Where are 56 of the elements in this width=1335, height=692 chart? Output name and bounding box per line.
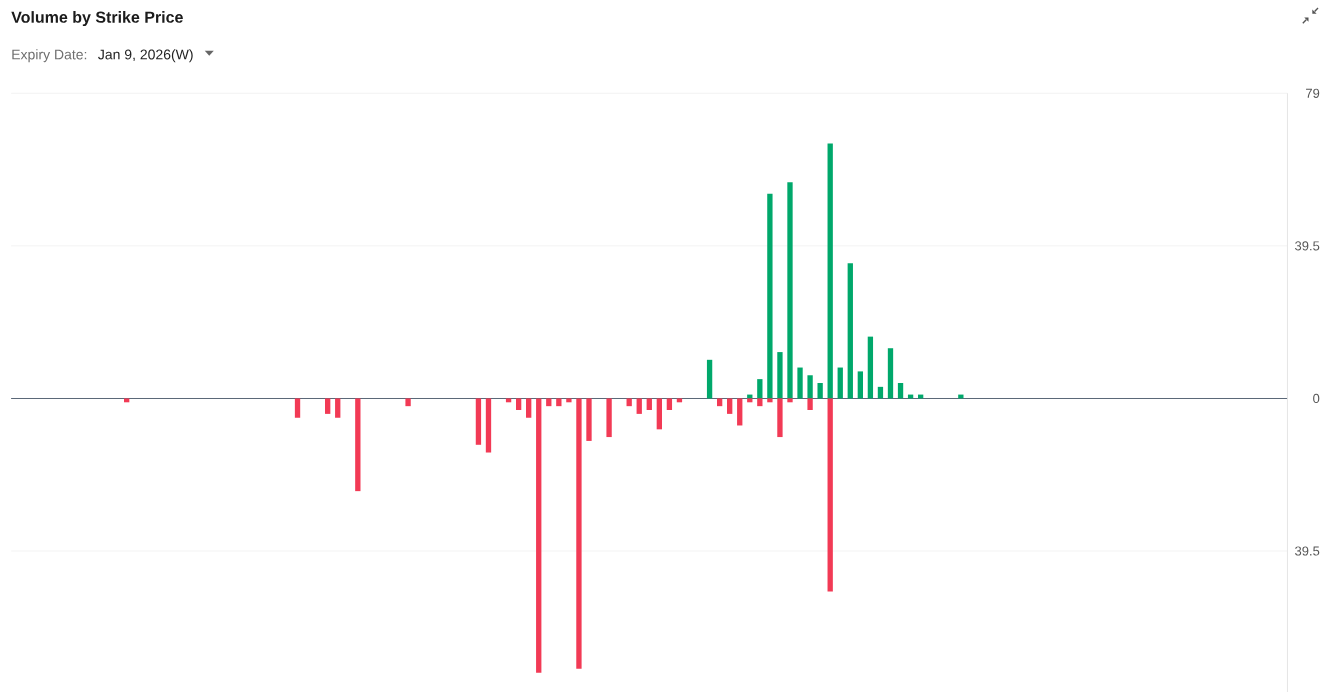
bar — [727, 398, 733, 414]
bar — [757, 398, 763, 407]
bar — [475, 398, 482, 445]
y-tick-label: 79 — [1306, 88, 1320, 98]
bar — [505, 398, 512, 403]
bar — [666, 398, 673, 411]
bar — [606, 398, 612, 438]
bar — [636, 398, 642, 414]
bar — [325, 398, 331, 414]
bar — [787, 398, 793, 403]
bar — [747, 398, 753, 403]
bar — [777, 352, 783, 399]
bar — [526, 398, 532, 418]
bar — [515, 398, 522, 411]
bar — [807, 398, 813, 411]
bar — [355, 398, 361, 492]
bar — [857, 371, 863, 399]
y-tick-label: 39.5 — [1295, 546, 1320, 556]
bar — [827, 143, 833, 399]
y-tick-label: 0 — [1313, 393, 1320, 404]
bar — [887, 348, 894, 399]
bar — [737, 398, 743, 426]
bar — [897, 382, 904, 399]
bar — [716, 398, 723, 407]
bar — [576, 398, 582, 669]
bar — [837, 367, 843, 399]
bar — [867, 336, 874, 399]
bar — [676, 398, 683, 403]
bar — [797, 367, 803, 399]
bar — [807, 375, 813, 399]
bar — [817, 382, 823, 399]
bar — [586, 398, 592, 441]
bar — [546, 398, 552, 407]
bar — [767, 398, 773, 403]
bar — [485, 398, 492, 453]
bar — [827, 398, 833, 592]
text: Jan 9, 2026(W) — [98, 49, 193, 63]
chart-subtitle: Expiry Date: — [12, 49, 87, 63]
bar — [787, 182, 793, 399]
bar — [124, 398, 130, 403]
bar — [646, 398, 652, 411]
bar — [536, 398, 542, 673]
bar — [757, 379, 763, 399]
bar — [556, 398, 562, 407]
y-tick-label: 39.5 — [1295, 241, 1320, 251]
bar — [626, 398, 632, 407]
bar — [294, 398, 301, 418]
bar — [767, 193, 773, 399]
bar — [656, 398, 662, 430]
bar — [706, 359, 713, 399]
bar — [847, 263, 853, 399]
chart-title: Volume by Strike Price — [11, 11, 183, 27]
bar — [566, 398, 572, 403]
bar — [335, 398, 341, 418]
bar — [405, 398, 411, 407]
bar — [777, 398, 783, 438]
